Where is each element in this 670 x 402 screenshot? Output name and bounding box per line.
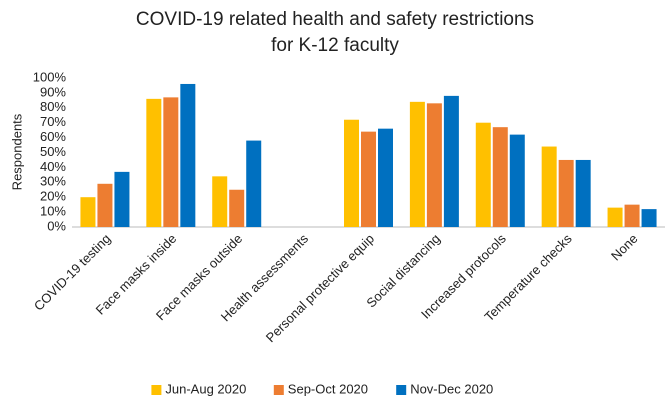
bar [344,119,359,227]
bar [624,204,640,227]
bar [575,159,591,227]
y-tick-label: 0% [47,218,66,233]
bar [607,207,623,227]
bar [146,98,162,227]
bar [212,176,228,227]
y-tick-label: 100% [33,69,67,84]
x-tick-label: None [608,231,641,264]
chart-title: for K-12 faculty [271,35,399,56]
x-tick-label: Personal protective equip [263,231,377,345]
bar [229,189,245,227]
y-tick-label: 60% [40,129,66,144]
y-tick-label: 40% [40,159,66,174]
bar [443,95,459,227]
bar [409,101,425,227]
bar [80,197,96,227]
y-tick-label: 70% [40,114,66,129]
y-axis-label: Respondents [9,113,24,190]
bar [246,140,262,227]
y-tick-label: 20% [40,189,66,204]
legend-label: Jun-Aug 2020 [165,381,246,396]
bar [426,103,442,227]
bar [97,183,113,227]
bar [641,209,657,227]
bar [509,134,525,227]
legend-label: Nov-Dec 2020 [410,381,493,396]
bar [475,122,491,227]
y-tick-label: 10% [40,204,66,219]
legend-label: Sep-Oct 2020 [288,381,368,396]
y-tick-label: 50% [40,144,66,159]
bar [492,127,508,227]
bar [361,131,376,227]
bar [378,128,393,227]
bar [114,171,130,227]
bar [541,146,557,227]
bar [558,159,574,227]
legend-swatch [273,385,284,395]
legend-swatch [396,385,407,395]
legend-swatch [151,385,162,395]
chart-title: COVID-19 related health and safety restr… [136,9,534,30]
bar [163,97,179,228]
bar [180,83,196,228]
y-tick-label: 30% [40,174,66,189]
y-tick-label: 80% [40,99,66,114]
y-tick-label: 90% [40,84,66,99]
